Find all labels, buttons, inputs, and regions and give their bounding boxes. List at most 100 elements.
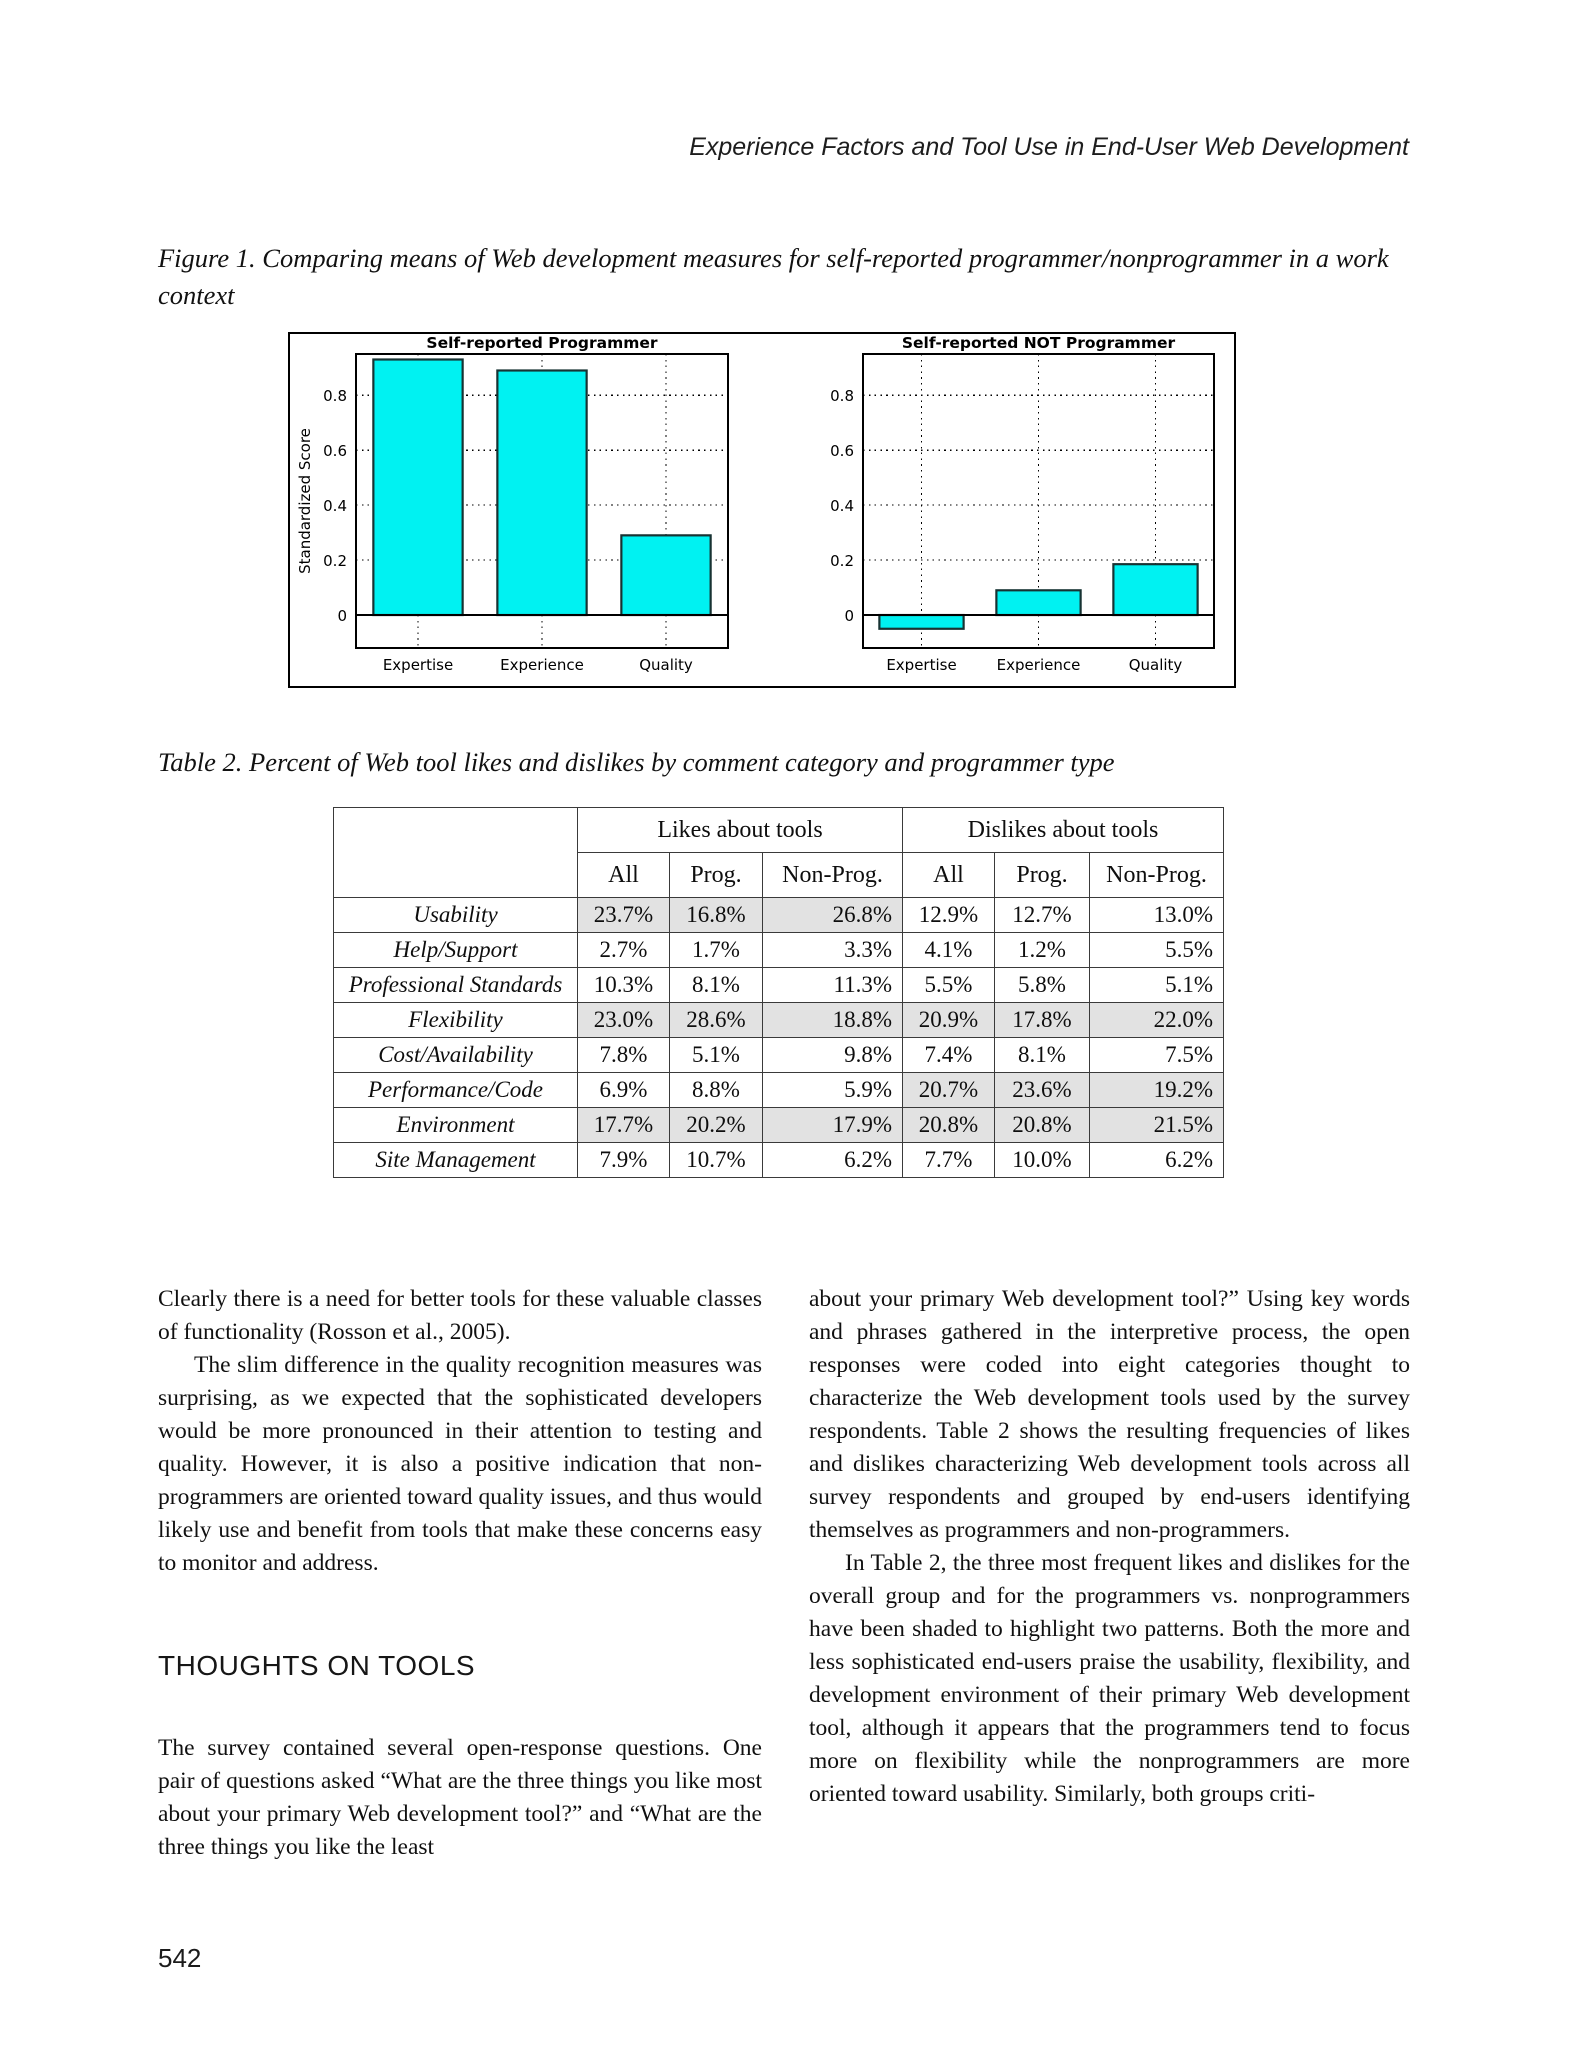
table-row: Professional Standards 10.3% 8.1% 11.3% 5.5%…	[333, 967, 1225, 1003]
paragraph: The survey contained several open-respon…	[158, 1735, 762, 1860]
table-cell: 6.2%	[1089, 1142, 1225, 1178]
x-category-label: Quality	[1129, 656, 1183, 674]
row-label: Cost/Availability	[333, 1037, 578, 1073]
table-cell: 10.3%	[577, 967, 670, 1003]
x-category-label: Expertise	[383, 656, 453, 674]
paragraph: In Table 2, the three most frequent like…	[809, 1550, 1410, 1807]
section-heading: THOUGHTS ON TOOLS	[158, 1650, 476, 1681]
y-tick-label: 0.8	[323, 387, 347, 405]
table-cell: 21.5%	[1089, 1107, 1225, 1143]
table-cell: 3.3%	[761, 932, 904, 968]
table-cell: 5.1%	[669, 1037, 763, 1073]
corner-cell	[333, 807, 578, 898]
column-header: Prog.	[669, 852, 763, 898]
table-caption: Table 2. Percent of Web tool likes and d…	[158, 747, 1115, 777]
y-tick-label: 0.4	[830, 497, 854, 515]
table-cell: 8.1%	[994, 1037, 1091, 1073]
table-cell: 20.9%	[902, 1002, 996, 1038]
table-cell: 5.9%	[761, 1072, 904, 1108]
chart-title: Self-reported NOT Programmer	[902, 334, 1176, 352]
table-cell: 1.7%	[669, 932, 763, 968]
y-tick-label: 0.8	[830, 387, 854, 405]
chart-not-programmer: 0 0.2 0.4 0.6 0.8 Self-reported NOT Programme…	[830, 334, 1215, 674]
column-header: Non-Prog.	[1089, 852, 1225, 898]
table-cell: 5.8%	[994, 967, 1091, 1003]
row-label: Site Management	[333, 1142, 578, 1178]
table-cell: 1.2%	[994, 932, 1091, 968]
y-tick-label: 0	[844, 607, 854, 625]
table-cell: 20.8%	[902, 1107, 996, 1143]
table-cell: 11.3%	[761, 967, 904, 1003]
y-tick-label: 0.4	[323, 497, 347, 515]
running-head: Experience Factors and Tool Use in End-U…	[689, 133, 1409, 161]
row-label: Flexibility	[333, 1002, 578, 1038]
table-cell: 6.9%	[577, 1072, 670, 1108]
table-cell: 16.8%	[669, 897, 763, 933]
row-label: Usability	[333, 897, 578, 933]
table-cell: 7.9%	[577, 1142, 670, 1178]
table-cell: 7.4%	[902, 1037, 996, 1073]
group-header: Likes about tools	[576, 807, 904, 853]
y-tick-label: 0	[337, 607, 347, 625]
y-tick-label: 0.6	[830, 442, 854, 460]
table-row: Help/Support 2.7% 1.7% 3.3% 4.1% 1.2% 5.5%	[333, 932, 1225, 968]
table-row: Performance/Code 6.9% 8.8% 5.9% 20.7% 23.6% 19…	[333, 1072, 1225, 1108]
y-tick-label: 0.2	[323, 552, 347, 570]
table-cell: 10.7%	[669, 1142, 763, 1178]
paragraph: about your primary Web development tool?…	[809, 1286, 1410, 1543]
table-cell: 13.0%	[1089, 897, 1225, 933]
table-cell: 23.0%	[577, 1002, 670, 1038]
bar-experience	[995, 589, 1082, 617]
table-cell: 7.8%	[577, 1037, 670, 1073]
body-column-left: Clearly there is a need for better tools…	[158, 1283, 762, 1864]
table-cell: 20.7%	[902, 1072, 996, 1108]
figure-chart-svg: 0 0.2 0.4 0.6 0.8 Self-reported Programmer Exp…	[296, 334, 1215, 674]
table-cell: 28.6%	[669, 1002, 763, 1038]
table-cell: 12.9%	[902, 897, 996, 933]
chart-programmer: 0 0.2 0.4 0.6 0.8 Self-reported Programmer Exp…	[296, 334, 729, 674]
table-cell: 26.8%	[761, 897, 904, 933]
page-number: 542	[158, 1943, 202, 1973]
x-category-label: Experience	[500, 656, 584, 674]
row-label: Environment	[333, 1107, 578, 1143]
column-header: Non-Prog.	[761, 852, 904, 898]
table-row: Usability 23.7% 16.8% 26.8% 12.9% 12.7% 13.0%	[333, 897, 1225, 933]
table-cell: 10.0%	[994, 1142, 1091, 1178]
paragraph: Clearly there is a need for better tools…	[158, 1286, 762, 1345]
bar-expertise	[878, 613, 965, 630]
table-cell: 22.0%	[1089, 1002, 1225, 1038]
x-category-label: Quality	[639, 656, 693, 674]
table-cell: 18.8%	[761, 1002, 904, 1038]
y-tick-label: 0.2	[830, 552, 854, 570]
row-label: Performance/Code	[333, 1072, 578, 1108]
bar-quality	[620, 534, 712, 617]
y-axis-label: Standardized Score	[296, 428, 314, 574]
column-header: All	[577, 852, 670, 898]
table-cell: 23.6%	[994, 1072, 1091, 1108]
table-row: Environment 17.7% 20.2% 17.9% 20.8% 20.8% 21.5…	[333, 1107, 1225, 1143]
row-label: Professional Standards	[333, 967, 578, 1003]
y-tick-label: 0.6	[323, 442, 347, 460]
table-cell: 9.8%	[761, 1037, 904, 1073]
table-cell: 17.8%	[994, 1002, 1091, 1038]
paragraph: The slim difference in the quality recog…	[158, 1352, 762, 1576]
table-cell: 7.5%	[1089, 1037, 1225, 1073]
table-cell: 20.2%	[669, 1107, 763, 1143]
table-cell: 20.8%	[994, 1107, 1091, 1143]
table-cell: 17.7%	[577, 1107, 670, 1143]
x-category-label: Expertise	[886, 656, 956, 674]
figure-panel: 0 0.2 0.4 0.6 0.8 Self-reported Programmer Exp…	[288, 332, 1236, 688]
table-cell: 5.5%	[1089, 932, 1225, 968]
table-cell: 7.7%	[902, 1142, 996, 1178]
column-header: Prog.	[994, 852, 1091, 898]
table-cell: 5.5%	[902, 967, 996, 1003]
table-row: Flexibility 23.0% 28.6% 18.8% 20.9% 17.8% 22.0…	[333, 1002, 1225, 1038]
table-cell: 23.7%	[577, 897, 670, 933]
figure-caption: Figure 1. Comparing means of Web develop…	[158, 243, 1389, 310]
table-cell: 8.8%	[669, 1072, 763, 1108]
likes-dislikes-table: Likes about tools Dislikes about tools All…	[333, 807, 1225, 1178]
group-header: Dislikes about tools	[902, 807, 1225, 853]
table-cell: 17.9%	[761, 1107, 904, 1143]
table-cell: 5.1%	[1089, 967, 1225, 1003]
